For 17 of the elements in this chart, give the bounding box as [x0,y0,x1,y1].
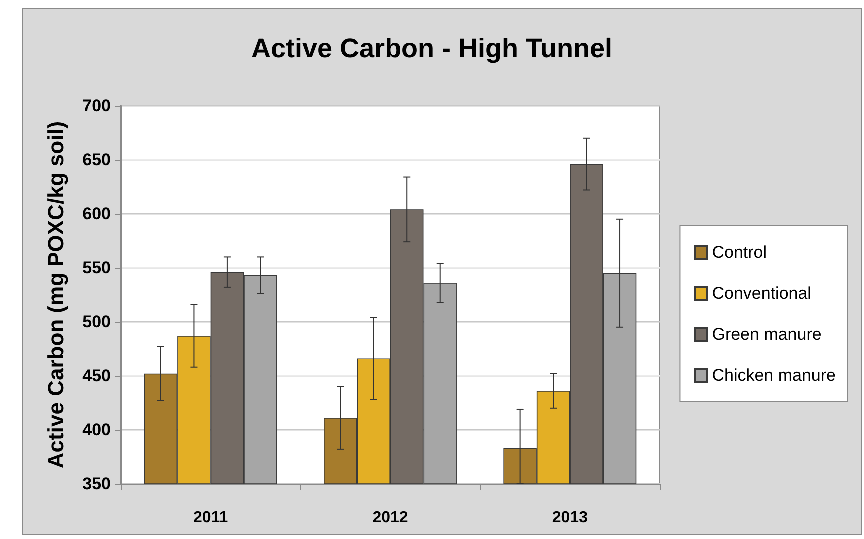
y-axis-title: Active Carbon (mg POXC/kg soil) [44,121,68,469]
y-tick-label: 350 [82,474,111,494]
y-tick-label: 550 [82,258,111,278]
x-tick-label: 2013 [552,510,588,526]
x-tick-label: 2011 [193,510,228,526]
y-tick-label: 450 [82,366,111,386]
y-tick-label: 650 [82,150,111,170]
legend-label: Conventional [712,284,812,303]
chart-title: Active Carbon - High Tunnel [251,34,613,64]
y-tick-label: 700 [82,96,111,116]
x-tick-label: 2012 [372,510,408,526]
y-tick-label: 500 [82,312,111,332]
legend-label: Chicken manure [712,366,836,385]
y-tick-label: 600 [82,204,111,224]
legend-label: Control [712,243,768,262]
legend-label: Green manure [712,325,822,344]
y-tick-label: 400 [82,420,111,440]
